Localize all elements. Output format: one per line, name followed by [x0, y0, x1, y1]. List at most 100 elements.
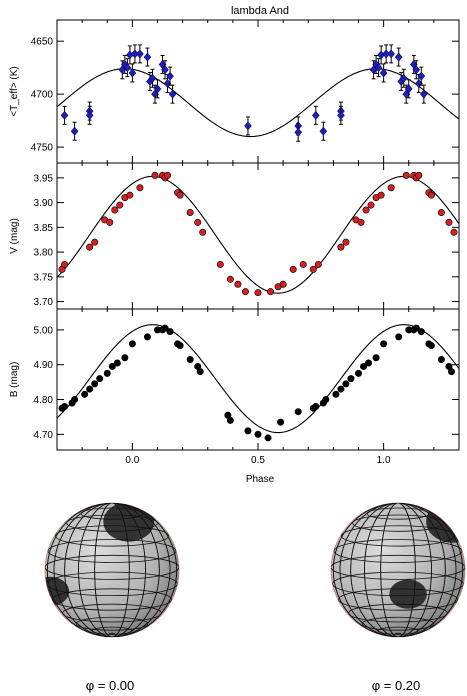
data-point — [412, 65, 421, 75]
panel-frame — [56, 162, 460, 310]
phase-label: φ = 0.20 — [372, 678, 421, 693]
data-point — [415, 171, 423, 179]
data-point — [374, 63, 383, 73]
data-point — [347, 375, 355, 383]
data-point — [128, 340, 136, 348]
data-point — [71, 396, 79, 404]
data-point — [445, 218, 453, 226]
x-tick-label: 0.5 — [251, 455, 265, 466]
data-point — [294, 127, 302, 137]
data-point — [294, 408, 302, 416]
data-point — [61, 402, 69, 410]
latitude-line — [75, 616, 149, 631]
data-point — [161, 324, 169, 332]
data-point — [136, 184, 144, 192]
latitude-line — [52, 588, 172, 611]
data-point — [382, 49, 390, 59]
y-axis-label: V (mag) — [9, 218, 20, 254]
y-tick-label: 3.70 — [34, 297, 54, 308]
data-point — [86, 385, 94, 393]
x-tick-label: 0.0 — [125, 455, 139, 466]
data-point — [437, 208, 445, 216]
y-axis-label: <T_eff> (K) — [9, 66, 20, 116]
data-point — [417, 71, 426, 81]
data-point — [402, 171, 410, 179]
y-tick-label: 4.90 — [34, 360, 54, 371]
data-point — [387, 49, 395, 59]
globe-2: φ = 0.20 — [330, 502, 466, 693]
data-point — [226, 416, 234, 424]
y-tick-label: 3.90 — [34, 198, 54, 209]
data-point — [379, 68, 388, 78]
longitude-line — [46, 503, 178, 637]
data-point — [226, 275, 234, 283]
y-tick-label: 4750 — [31, 143, 54, 154]
y-axis-label: B (mag) — [9, 362, 20, 398]
data-point — [365, 359, 373, 367]
data-point — [131, 49, 139, 59]
data-point — [166, 328, 174, 336]
data-point — [309, 265, 317, 273]
data-point — [289, 265, 297, 273]
data-point — [143, 52, 152, 62]
latitude-line — [331, 554, 465, 580]
model-curve — [57, 324, 459, 434]
y-tick-label: 4.80 — [34, 395, 54, 406]
data-point — [279, 280, 287, 288]
data-point — [194, 218, 202, 226]
latitude-line — [338, 588, 458, 611]
data-point — [377, 191, 385, 199]
star-surface-maps: φ = 0.00 φ = 0.20 — [44, 502, 466, 693]
model-curve — [57, 175, 459, 294]
latitude-line — [47, 539, 177, 563]
data-point — [399, 73, 408, 83]
data-point — [254, 430, 262, 438]
data-point — [450, 228, 458, 236]
data-point — [60, 110, 69, 120]
data-point — [312, 402, 320, 410]
data-point — [319, 126, 328, 136]
y-tick-label: 4.70 — [34, 430, 54, 441]
data-point — [404, 84, 413, 94]
data-point — [337, 385, 345, 393]
star-spot — [389, 579, 427, 609]
y-tick-label: 3.75 — [34, 272, 54, 283]
y-tick-label: 3.85 — [34, 223, 54, 234]
y-tick-label: 3.95 — [34, 173, 54, 184]
data-point — [61, 260, 69, 268]
data-point — [427, 342, 435, 350]
latitude-line — [352, 514, 444, 532]
data-point — [103, 369, 111, 377]
latitude-line — [332, 571, 464, 597]
data-point — [176, 191, 184, 199]
latitude-line — [361, 616, 435, 631]
data-point — [164, 171, 172, 179]
data-point — [362, 206, 370, 214]
data-point — [314, 260, 322, 268]
data-point — [81, 390, 89, 398]
data-point — [254, 289, 262, 297]
data-point — [128, 68, 137, 78]
data-point — [116, 201, 124, 209]
data-point — [126, 191, 134, 199]
data-point — [186, 208, 194, 216]
longitude-line — [350, 503, 446, 637]
data-point — [417, 328, 425, 336]
panel-frame — [56, 308, 460, 451]
data-point — [420, 89, 428, 99]
latitude-line — [46, 571, 178, 597]
y-tick-label: 3.80 — [34, 248, 54, 259]
data-point — [151, 171, 159, 179]
data-point — [357, 218, 365, 226]
latitude-line — [55, 525, 169, 547]
data-point — [387, 184, 395, 192]
data-point — [277, 418, 285, 426]
data-point — [113, 359, 121, 367]
data-point — [244, 427, 252, 435]
data-point — [136, 49, 144, 59]
data-point — [337, 110, 345, 120]
data-point — [380, 340, 388, 348]
data-point — [395, 333, 403, 341]
data-point — [96, 375, 104, 383]
